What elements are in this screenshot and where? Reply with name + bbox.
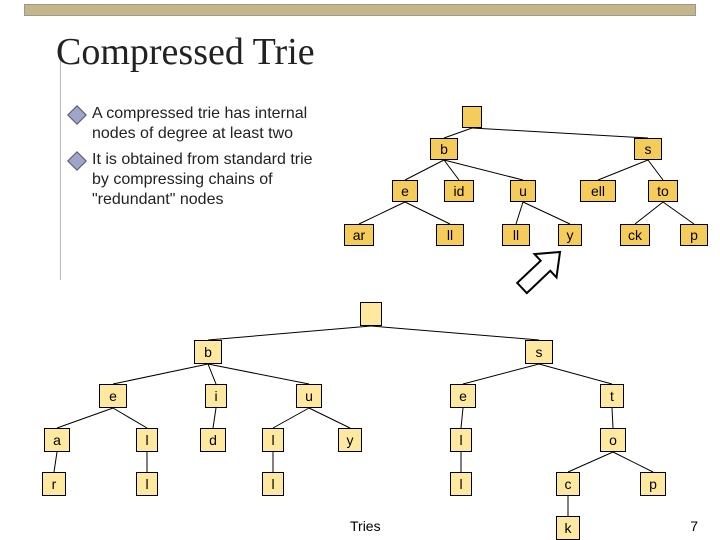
- edge: [113, 364, 208, 384]
- edge: [472, 128, 648, 138]
- edge: [208, 326, 371, 340]
- edge: [461, 408, 463, 428]
- edge: [54, 452, 57, 472]
- edge: [635, 202, 663, 224]
- edge: [405, 202, 450, 224]
- edge: [213, 408, 216, 428]
- edge: [463, 364, 539, 384]
- edge: [405, 160, 444, 180]
- edge: [359, 202, 405, 224]
- edge-layer: [0, 0, 720, 540]
- edge: [523, 202, 570, 224]
- edge: [612, 408, 613, 428]
- edge: [444, 128, 472, 138]
- edge: [273, 408, 309, 428]
- edge: [113, 408, 147, 428]
- edge: [208, 364, 309, 384]
- edge: [663, 202, 694, 224]
- edge: [516, 202, 523, 224]
- transform-arrow-icon: [517, 252, 560, 293]
- edge: [57, 408, 113, 428]
- edge: [309, 408, 350, 428]
- edge: [648, 160, 663, 180]
- edge: [539, 364, 612, 384]
- edge: [598, 160, 648, 180]
- edge: [568, 452, 613, 472]
- edge: [613, 452, 653, 472]
- edge: [444, 160, 523, 180]
- edge: [371, 326, 539, 340]
- edge: [208, 364, 216, 384]
